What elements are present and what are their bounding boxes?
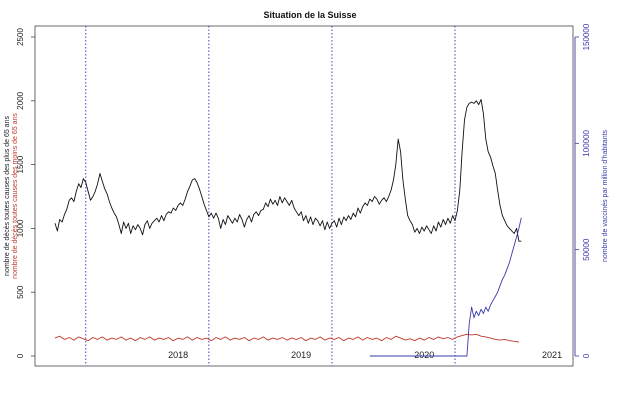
left-axis: 0 500 1000 1500 2000 2500: [16, 28, 35, 358]
right-axis: 0 50000 100000 150000: [574, 23, 591, 358]
left-tick-label-4: 2000: [16, 91, 25, 109]
plot-frame: [34, 25, 574, 367]
series-line-2: [369, 217, 522, 357]
left-tick-label-5: 2500: [16, 28, 25, 46]
right-tick-label-0: 0: [582, 353, 591, 358]
year-label-2019: 2019: [291, 350, 311, 360]
series-line-0: [54, 99, 522, 242]
right-tick-label-3: 150000: [582, 23, 591, 50]
chart-title: Situation de la Suisse: [263, 10, 356, 20]
left-tick-label-1: 500: [16, 285, 25, 299]
year-separators: [85, 26, 456, 366]
left-tick-label-0: 0: [16, 353, 25, 358]
year-labels: 2018 2019 2020 2021: [168, 350, 562, 360]
left-axis-labels: nombre de décès toutes causes des plus d…: [4, 113, 19, 279]
left-axis-label-over-65: nombre de décès toutes causes des plus d…: [4, 116, 11, 276]
right-axis-label: nombre de vaccinés par million d'habitan…: [602, 129, 609, 262]
right-tick-label-2: 100000: [582, 129, 591, 156]
series-line-1: [54, 333, 519, 343]
right-axis-label-group: nombre de vaccinés par million d'habitan…: [602, 129, 609, 262]
left-tick-label-3: 1500: [16, 155, 25, 173]
year-label-2021: 2021: [542, 350, 562, 360]
series-group: [54, 99, 522, 357]
left-tick-label-2: 1000: [16, 219, 25, 237]
left-axis-label-under-65: nombre de décès toutes causes des moins …: [12, 113, 19, 279]
year-label-2020: 2020: [414, 350, 434, 360]
year-label-2018: 2018: [168, 350, 188, 360]
right-tick-label-1: 50000: [582, 238, 591, 261]
